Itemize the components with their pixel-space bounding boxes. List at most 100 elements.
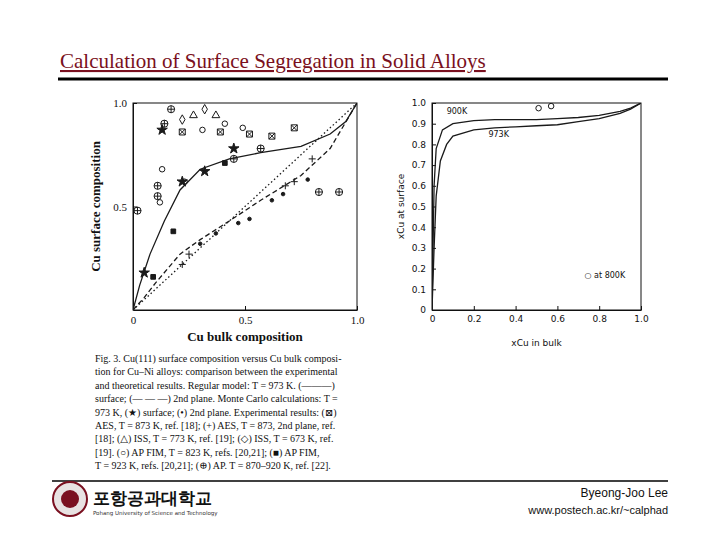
tick: 0.9 [412, 119, 436, 129]
series-line [133, 103, 357, 310]
data-point [335, 188, 342, 195]
series-line [133, 103, 357, 310]
tick: 0 [420, 305, 436, 315]
tick-mark [474, 306, 475, 310]
tick: 1.0 [412, 98, 436, 108]
caption-line: [18]; (△) ISS, T = 773 K, ref. [19]; (◇)… [95, 433, 333, 445]
footer-url: www.postech.ac.kr/~calphad [527, 504, 668, 516]
tick-label: 0.5 [412, 202, 426, 212]
data-point [151, 275, 156, 280]
plot-area [133, 103, 357, 310]
y-axis-title: xCu at surface [396, 173, 406, 239]
tick: 1.0 [351, 306, 365, 326]
tick-label: 0.8 [412, 140, 427, 150]
data-point [269, 133, 275, 139]
data-point [182, 179, 188, 185]
tick-label: 0.8 [593, 314, 608, 324]
data-point [236, 221, 240, 225]
data-point [200, 127, 206, 133]
tick: 0.6 [551, 306, 566, 324]
data-point [154, 193, 161, 200]
tick-label: 0.4 [509, 314, 524, 324]
tick-mark [641, 306, 642, 310]
data-point [291, 178, 298, 185]
data-point [179, 261, 186, 268]
series-line [133, 103, 357, 310]
tick: 1.0 [113, 97, 137, 109]
caption-line: surface; (— — —) 2nd plane. Monte Carlo … [95, 393, 338, 405]
plot-frame [432, 103, 641, 310]
data-point [306, 178, 310, 182]
series-line [432, 103, 641, 310]
tick-mark [516, 306, 517, 310]
tick-label: 0 [430, 314, 436, 324]
tick-mark [133, 103, 137, 104]
data-point [179, 129, 185, 135]
tick: 0.4 [412, 223, 436, 233]
data-point [309, 155, 316, 162]
logo-text: 포항공과대학교 [93, 488, 212, 508]
data-point [202, 104, 207, 113]
tick: 0.5 [412, 202, 436, 212]
data-point [248, 217, 252, 221]
chart: 00.51.00.51.0Cu bulk compositionCu surfa… [88, 97, 365, 472]
tick-label: 0.2 [412, 264, 426, 274]
data-point [171, 229, 176, 234]
x-axis-title: xCu in bulk [511, 338, 562, 348]
data-point [229, 143, 239, 153]
data-point [212, 111, 220, 118]
tick-mark [432, 144, 436, 145]
tick: 0.8 [412, 140, 436, 150]
data-point [139, 267, 149, 277]
tick-label: 1.0 [634, 314, 649, 324]
data-point [198, 242, 202, 246]
axis-line [433, 310, 642, 311]
logo-emblem [53, 482, 87, 516]
tick-label: 0.5 [239, 314, 253, 326]
tick-label: 0.9 [412, 119, 427, 129]
data-point [159, 166, 165, 172]
data-point [257, 145, 264, 152]
title-rule [58, 78, 668, 81]
figure-caption: Fig. 3. Cu(111) surface composition vers… [95, 353, 341, 472]
y-axis-title: Cu surface composition [88, 140, 103, 271]
plot-frame [133, 103, 357, 310]
tick: 1.0 [634, 306, 649, 324]
data-point [222, 121, 228, 127]
axis-line [134, 310, 358, 311]
chart: 00.20.40.60.81.000.10.20.30.40.50.60.70.… [396, 98, 649, 348]
caption-line: and theoretical results. Regular model: … [95, 380, 335, 392]
data-point [315, 188, 322, 195]
data-point [134, 207, 141, 214]
tick-label: 0 [131, 314, 137, 326]
data-point [281, 192, 285, 196]
data-point [154, 182, 161, 189]
data-point [548, 103, 554, 109]
x-axis: 0 0.5 1.0 [131, 306, 365, 326]
caption-line: AES, T = 873 K, ref. [18]; (+) AES, T = … [95, 420, 335, 432]
data-point [161, 120, 168, 127]
tick: 0.8 [593, 306, 608, 324]
tick-mark [357, 306, 358, 310]
tick-mark [432, 310, 436, 311]
data-point [177, 176, 187, 186]
annotation: 900K [447, 107, 468, 116]
data-point [186, 251, 193, 258]
slide-title: Calculation of Surface Segregation in So… [60, 49, 486, 73]
data-point [240, 125, 246, 131]
caption-line: tion for Cu–Ni alloys: comparison betwee… [95, 366, 338, 377]
data-point [190, 111, 198, 118]
tick-mark [432, 124, 436, 125]
tick-label: 0.6 [412, 181, 427, 191]
data-point [246, 131, 252, 137]
slide-canvas: Calculation of Surface Segregation in So… [0, 0, 720, 540]
data-point [157, 200, 163, 206]
footer-author: Byeong-Joo Lee [581, 486, 669, 500]
data-point [199, 166, 209, 176]
tick-label: 0 [420, 305, 426, 315]
annotation: 973K [488, 130, 509, 139]
tick-label: 0.3 [412, 243, 426, 253]
data-point [214, 232, 218, 236]
tick-label: 0.5 [113, 201, 127, 213]
data-point [230, 155, 237, 162]
